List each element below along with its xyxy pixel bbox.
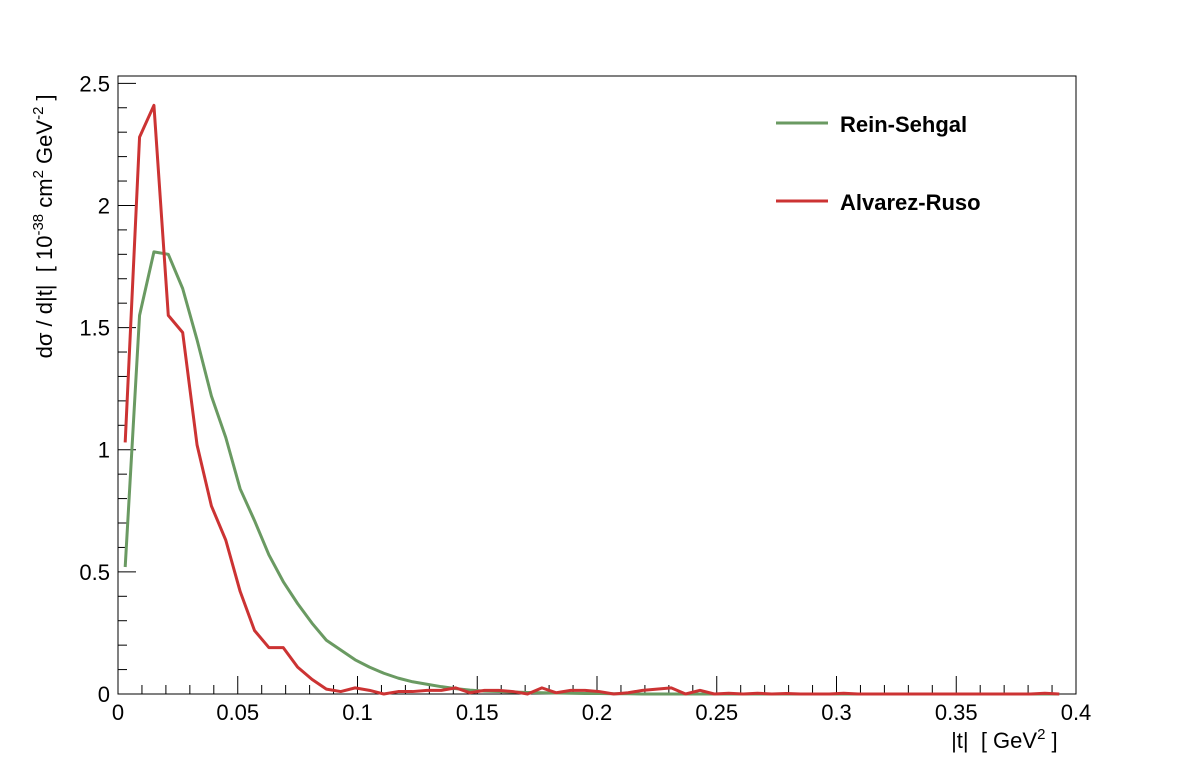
y-tick-label: 2.5 [79, 71, 110, 96]
x-axis-title-part: |t| [ GeV [951, 728, 1037, 753]
y-axis-title-part: GeV [32, 120, 57, 170]
x-tick-label: 0.25 [695, 700, 738, 725]
y-tick-label: 0 [98, 682, 110, 707]
data-line [123, 103, 1060, 696]
x-tick-label: 0.05 [216, 700, 259, 725]
x-tick-label: 0.35 [935, 700, 978, 725]
x-tick-label: 0 [112, 700, 124, 725]
x-tick-label: 0.1 [342, 700, 373, 725]
x-axis-title-sup: 2 [1037, 726, 1045, 743]
y-tick-label: 2 [98, 193, 110, 218]
y-axis-title-sup: -38 [30, 214, 47, 236]
x-tick-label: 0.4 [1061, 700, 1092, 725]
legend-label: Rein-Sehgal [840, 112, 967, 137]
y-tick-label: 1.5 [79, 316, 110, 341]
x-axis-title: |t| [ GeV2 ] [921, 726, 1077, 753]
y-axis-title: dσ / d|t| [ 10-38 cm2 GeV-2 ] [30, 76, 57, 389]
plot-frame [117, 75, 1077, 695]
x-tick-label: 0.2 [582, 700, 613, 725]
data-line [123, 250, 1060, 696]
y-axis-title-part: dσ / d|t| [ 10 [32, 236, 57, 359]
y-axis-title-part: ] [32, 94, 57, 106]
y-tick-label: 1 [98, 438, 110, 463]
x-tick-label: 0.3 [821, 700, 852, 725]
legend-label: Alvarez-Ruso [840, 190, 981, 215]
y-tick-label: 0.5 [79, 560, 110, 585]
x-axis-title-part: ] [1045, 728, 1057, 753]
y-axis-title-sup: -2 [30, 107, 47, 120]
y-axis-title-sup: 2 [30, 170, 47, 178]
x-tick-label: 0.15 [456, 700, 499, 725]
y-axis-title-part: cm [32, 178, 57, 213]
